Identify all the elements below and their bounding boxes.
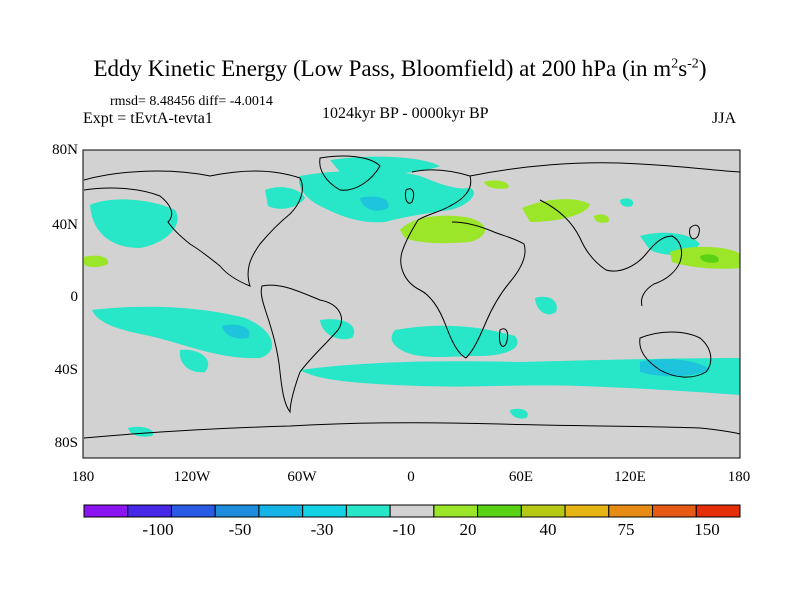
colorbar-box bbox=[652, 504, 697, 518]
period-label: 1024kyr BP - 0000kyr BP bbox=[322, 105, 489, 122]
lat-label-80n: 80N bbox=[52, 142, 78, 158]
colorbar-label: 40 bbox=[539, 520, 557, 539]
contour-fill-mid-pacific-small bbox=[620, 198, 634, 207]
colorbar-label: 20 bbox=[459, 520, 477, 539]
contour-fill-arctic-north bbox=[330, 156, 440, 174]
colorbar-box bbox=[564, 504, 610, 518]
contour-fill-south-pacific-tail bbox=[179, 349, 209, 373]
contour-fill-north-atlantic-core bbox=[360, 196, 389, 211]
coast-australia bbox=[639, 331, 712, 378]
colorbar-label: 150 bbox=[694, 520, 720, 539]
coast-south-america bbox=[260, 284, 342, 414]
colorbar-label: -10 bbox=[392, 520, 416, 539]
lon-label-180e: 180 bbox=[727, 469, 751, 485]
contour-fill-indian-south bbox=[300, 358, 740, 395]
coast-japan bbox=[689, 224, 700, 240]
contour-fill-labrador bbox=[265, 187, 305, 209]
coast-antarctica bbox=[83, 422, 741, 439]
colorbar-box bbox=[520, 504, 566, 518]
lon-label-120w: 120W bbox=[173, 469, 211, 485]
colorbar-box bbox=[477, 504, 522, 518]
colorbar-box bbox=[389, 504, 435, 518]
contour-fill-south-america-east bbox=[320, 319, 355, 340]
coast-uk bbox=[405, 188, 415, 204]
contour-fill-south-pacific-core bbox=[222, 324, 250, 339]
experiment-label: Expt = tEvtA-tevta1 bbox=[83, 110, 213, 127]
contour-fill-indian-west bbox=[535, 296, 557, 315]
contour-fill-asia-small bbox=[594, 214, 609, 223]
colorbar-box bbox=[608, 504, 654, 518]
season-label: JJA bbox=[712, 110, 737, 127]
colorbar-box bbox=[83, 504, 129, 518]
contour-fill-indian-south-core bbox=[640, 359, 710, 377]
contour-fill-subantarctic-spot bbox=[510, 408, 528, 419]
coast-asia bbox=[469, 162, 741, 307]
lat-label-80s: 80S bbox=[54, 435, 78, 451]
colorbar-box bbox=[127, 504, 172, 518]
colorbar-box bbox=[345, 504, 391, 518]
lon-label-0: 0 bbox=[407, 469, 415, 485]
lat-label-eq: 0 bbox=[70, 289, 79, 305]
colorbar-box bbox=[302, 504, 347, 518]
lon-label-60e: 60E bbox=[508, 469, 534, 485]
coast-north-america bbox=[83, 170, 303, 287]
lon-label-60w: 60W bbox=[287, 469, 317, 485]
lon-label-120e: 120E bbox=[614, 469, 646, 485]
colorbar-box bbox=[258, 504, 304, 518]
lon-label-180w: 180 bbox=[71, 469, 95, 485]
lat-label-40n: 40N bbox=[52, 217, 78, 233]
colorbar-box bbox=[433, 504, 479, 518]
contour-fill-south-atlantic-indian bbox=[391, 325, 518, 357]
contour-fill-east-asia-core bbox=[700, 254, 719, 263]
contour-fill-south-pacific bbox=[92, 306, 272, 359]
contour-fill-north-atlantic bbox=[299, 170, 474, 223]
figure-title: Eddy Kinetic Energy (Low Pass, Bloomfiel… bbox=[93, 56, 707, 81]
coast-madagascar bbox=[499, 328, 509, 347]
statistics-text: rmsd= 8.48456 diff= -4.0014 bbox=[110, 94, 273, 109]
colorbar-label: -50 bbox=[228, 520, 252, 539]
colorbar-box bbox=[695, 504, 741, 518]
colorbar-label: -30 bbox=[310, 520, 334, 539]
coastlines bbox=[83, 155, 741, 439]
colorbar-label: 75 bbox=[617, 520, 635, 539]
anomaly-fields bbox=[84, 156, 740, 437]
colorbar-box bbox=[170, 504, 216, 518]
contour-fill-north-pacific bbox=[90, 199, 178, 248]
coast-europe-africa bbox=[400, 169, 526, 359]
colorbar-label: -100 bbox=[142, 520, 174, 539]
colorbar-box bbox=[214, 504, 260, 518]
contour-fill-siberia bbox=[484, 180, 509, 189]
contour-fill-central-asia bbox=[522, 199, 590, 222]
coast-greenland bbox=[319, 155, 381, 191]
contour-fill-pacific-northwest bbox=[84, 255, 109, 267]
colorbar bbox=[83, 504, 741, 518]
lat-label-40s: 40S bbox=[54, 362, 78, 378]
